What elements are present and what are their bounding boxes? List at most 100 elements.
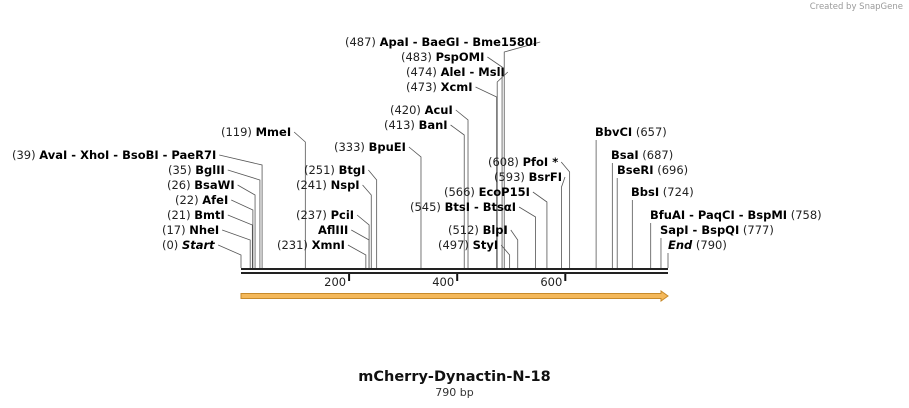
ruler-tick-label: 200 [324,275,346,289]
construct-title: mCherry-Dynactin-N-18 [358,369,551,385]
site-label[interactable]: AflIII [318,223,348,237]
site-leader-lines [218,41,669,268]
feature-arrow[interactable] [240,290,669,302]
site-name: NheI [189,223,219,237]
site-label[interactable]: (35) BglII [168,163,225,177]
site-label[interactable]: (231) XmnI [277,238,345,252]
site-name: AfeI [202,193,228,207]
site-label[interactable]: (21) BmtI [167,208,225,222]
site-label[interactable]: (26) BsaWI [167,178,235,192]
site-label[interactable]: BfuAI - PaqCI - BspMI (758) [650,208,822,222]
site-name: BsaI [611,148,639,162]
site-position: (39) [12,148,39,162]
site-leader-line [356,214,370,268]
site-label[interactable]: SapI - BspQI (777) [660,223,774,237]
site-label[interactable]: (413) BanI [384,118,448,132]
site-label[interactable]: (593) BsrFI [494,170,562,184]
site-leader-line [237,184,256,268]
site-leader-line [219,154,263,268]
site-leader-line [351,229,370,268]
ruler-tick-label: 600 [540,275,562,289]
site-name: XcmI [441,80,473,94]
site-label[interactable]: (22) AfeI [175,193,228,207]
site-label[interactable]: End (790) [668,238,727,252]
site-name: EcoP15I [479,185,530,199]
site-leader-line [532,191,548,268]
site-leader-line [561,176,566,268]
site-name: SapI - BspQI [660,223,739,237]
site-label[interactable]: BbsI (724) [631,185,694,199]
site-label[interactable]: (39) AvaI - XhoI - BsoBI - PaeR7I [12,148,216,162]
site-name: BseRI [617,163,654,177]
site-leader-line [487,56,503,268]
site-name: AcuI [425,103,453,117]
dna-backbone [241,268,668,274]
site-label[interactable]: BseRI (696) [617,163,688,177]
site-leader-line [231,199,254,268]
site-label[interactable]: (487) ApaI - BaeGI - Bme1580I [345,35,537,49]
site-position: (251) [304,163,339,177]
site-label[interactable]: (0) Start [162,238,215,252]
site-label[interactable]: (545) BtsI - BtsαI [410,200,516,214]
site-label[interactable]: (474) AleI - MslI [406,65,505,79]
sequence-length: 790 bp [435,386,474,399]
site-label[interactable]: (473) XcmI [406,80,473,94]
site-position: (724) [659,185,694,199]
site-label[interactable]: (333) BpuEI [334,140,406,154]
site-label[interactable]: (608) PfoI * [488,155,558,169]
site-name: StyI [473,238,499,252]
site-labels: (487) ApaI - BaeGI - Bme1580I(483) PspOM… [12,35,822,252]
site-position: (473) [406,80,441,94]
site-name: PciI [331,208,354,222]
site-name: BglII [195,163,225,177]
site-position: (608) [488,155,523,169]
site-name: Start [182,238,215,252]
site-label[interactable]: (237) PciI [296,208,354,222]
site-name: AleI - MslI [441,65,505,79]
site-leader-line [227,214,253,268]
site-leader-line [450,124,465,268]
site-name: AvaI - XhoI - BsoBI - PaeR7I [39,148,216,162]
site-label[interactable]: BbvCI (657) [595,125,667,139]
site-position: (0) [162,238,182,252]
site-label[interactable]: (17) NheI [162,223,219,237]
site-label[interactable]: (251) BtgI [304,163,365,177]
site-name: AflIII [318,223,348,237]
site-leader-line [496,71,509,268]
feature-arrow-shape[interactable] [240,290,669,302]
site-label[interactable]: (241) NspI [296,178,360,192]
site-name: PspOMI [436,50,485,64]
site-name: MmeI [256,125,292,139]
site-name: End [668,238,693,252]
site-name: NspI [331,178,360,192]
site-position: (696) [654,163,689,177]
site-leader-line [455,109,469,268]
ruler-ticks: 200 400 600 [324,274,567,289]
site-label[interactable]: (497) StyI [438,238,498,252]
site-label[interactable]: BsaI (687) [611,148,673,162]
site-name: BtgI [339,163,366,177]
site-name: BmtI [194,208,225,222]
site-name: BanI [419,118,448,132]
site-position: (35) [168,163,195,177]
site-position: (512) [448,223,483,237]
site-position: (333) [334,140,369,154]
site-name: BsaWI [194,178,234,192]
site-label[interactable]: (512) BlpI [448,223,508,237]
site-label[interactable]: (566) EcoP15I [444,185,530,199]
site-label[interactable]: (119) MmeI [221,125,291,139]
site-position: (790) [692,238,727,252]
site-position: (497) [438,238,473,252]
site-leader-line [518,206,536,268]
site-name: XmnI [312,238,345,252]
site-leader-line [222,229,251,268]
site-label[interactable]: (420) AcuI [390,103,453,117]
site-position: (545) [410,200,445,214]
site-leader-line [218,244,242,268]
site-position: (17) [162,223,189,237]
site-position: (420) [390,103,425,117]
site-position: (687) [639,148,674,162]
site-label[interactable]: (483) PspOMI [401,50,484,64]
site-position: (657) [632,125,667,139]
